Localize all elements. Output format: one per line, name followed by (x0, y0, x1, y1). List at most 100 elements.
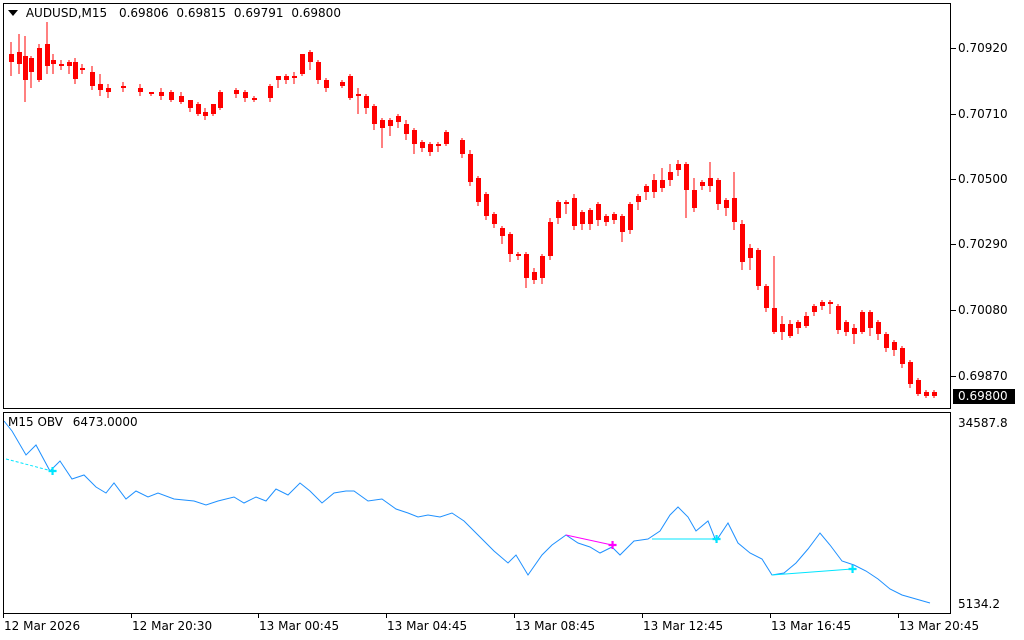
price-axis-label: 0.70080 (958, 303, 1008, 317)
candle-body (9, 54, 14, 62)
candle-body (396, 116, 401, 122)
candle (203, 108, 208, 120)
obv-axis-max: 34587.8 (958, 416, 1008, 430)
time-axis-label: 13 Mar 04:45 (387, 619, 468, 633)
candle (676, 160, 681, 176)
candle (98, 74, 103, 96)
candle-body (196, 104, 201, 114)
candle (892, 340, 897, 356)
candle (804, 312, 809, 328)
indicator-title: M15 OBV 6473.0000 (8, 415, 138, 429)
candle (884, 332, 889, 352)
candle (45, 22, 50, 74)
candle-body (444, 132, 449, 144)
ohlc-open: 0.69806 (118, 6, 169, 20)
candle-body (80, 68, 85, 70)
divergence-marker-icon: ✚ (712, 533, 721, 546)
candle-body (532, 272, 537, 280)
candle (356, 88, 361, 114)
candle (508, 232, 513, 262)
candle-body (121, 86, 126, 88)
price-axis-label: 0.69870 (958, 369, 1008, 383)
candle-body (292, 76, 297, 78)
candle-body (252, 98, 257, 100)
candle-body (884, 334, 889, 348)
candle (860, 310, 865, 334)
time-axis-label: 13 Mar 16:45 (771, 619, 852, 633)
candle (620, 214, 625, 242)
candle-body (203, 112, 208, 116)
candle-body (364, 96, 369, 108)
candle-body (780, 324, 785, 332)
time-tick (514, 614, 515, 618)
candle (468, 150, 473, 186)
obv-indicator-pane[interactable]: ✚ ✚ ✚ ✚ M15 OBV 6473.0000 (3, 412, 951, 614)
candle (9, 42, 14, 76)
candle-body (932, 392, 937, 396)
candle-body (308, 52, 313, 62)
candle (716, 178, 721, 210)
candle (121, 82, 126, 92)
candle (268, 84, 273, 102)
candle (828, 300, 833, 314)
candle-body (628, 204, 633, 230)
candle (836, 304, 841, 334)
candle (234, 88, 239, 98)
candle (484, 192, 489, 220)
candle (852, 324, 857, 344)
candle-body (23, 56, 28, 80)
price-tick (951, 376, 956, 377)
candle (308, 50, 313, 70)
candle (284, 74, 289, 84)
current-price-tag: 0.69800 (953, 389, 1015, 404)
divergence-marker-icon: ✚ (608, 539, 617, 552)
candle-body (500, 228, 505, 236)
candle-body (916, 380, 921, 394)
candle (748, 244, 753, 270)
candle (572, 194, 577, 230)
candle-body (420, 142, 425, 148)
candle-body (348, 76, 353, 98)
candle-body (708, 178, 713, 186)
candle-body (580, 212, 585, 224)
candle (90, 66, 95, 90)
candle-body (548, 222, 553, 256)
candle-body (169, 92, 174, 100)
candle (908, 360, 913, 388)
candle-body (556, 202, 561, 218)
candle-body (380, 120, 385, 128)
indicator-label: M15 OBV (8, 415, 63, 429)
candle (876, 320, 881, 340)
candle (548, 218, 553, 260)
candle-body (37, 48, 42, 80)
candle (276, 76, 281, 88)
divergence-marker-icon: ✚ (848, 563, 857, 576)
candle-body (900, 348, 905, 364)
candle-body (636, 196, 641, 202)
candle (660, 168, 665, 192)
candle (700, 180, 705, 190)
candle (524, 252, 529, 288)
candle (780, 316, 785, 340)
obv-line (4, 420, 931, 604)
candle-body (604, 216, 609, 222)
triangle-down-icon[interactable] (8, 10, 18, 16)
candle-body (106, 88, 111, 92)
candle (23, 36, 28, 102)
candle (149, 92, 154, 96)
candle-body (924, 392, 929, 396)
chart-title: AUDUSD,M15 0.69806 0.69815 0.69791 0.698… (8, 6, 341, 20)
candle (916, 378, 921, 396)
candle (732, 172, 737, 230)
price-axis-label: 0.70290 (958, 237, 1008, 251)
candle (812, 304, 817, 316)
candle (372, 104, 377, 130)
candle-body (796, 322, 801, 328)
candle-body (324, 80, 329, 88)
candle-body (876, 322, 881, 334)
price-axis-label: 0.70710 (958, 107, 1008, 121)
time-axis-label: 13 Mar 20:45 (899, 619, 980, 633)
candlestick-series (9, 22, 937, 398)
candle-body (892, 342, 897, 350)
price-chart-pane[interactable]: AUDUSD,M15 0.69806 0.69815 0.69791 0.698… (3, 3, 951, 409)
